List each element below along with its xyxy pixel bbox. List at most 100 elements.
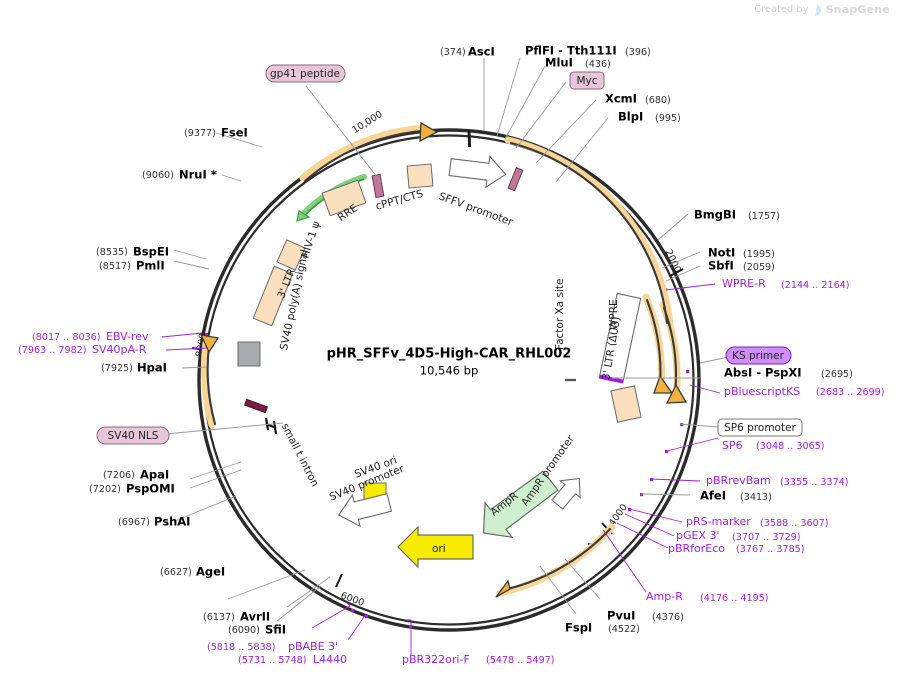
primer-label-pgex3[interactable]: pGEX 3' (3707 .. 3729)	[676, 529, 801, 543]
enzyme-pos-agei: (6627)	[160, 567, 192, 578]
enzyme-pos-mlui: (436)	[585, 59, 611, 70]
enzyme-label-agei[interactable]: (6627) AgeI	[160, 565, 225, 579]
primer-range-pbrforeco: (3767 .. 3785)	[736, 544, 805, 555]
primer-name-pgex3: pGEX 3'	[676, 529, 720, 542]
primer-name-pbrforeco: pBRforEco	[668, 542, 725, 555]
boxed-label-gp41-peptide[interactable]: gp41 peptide	[265, 64, 346, 83]
enzyme-label-fsei[interactable]: (9377) FseI	[184, 126, 248, 140]
enzyme-pos-pmli: (8517)	[99, 261, 131, 272]
enzyme-label-pmli[interactable]: (8517) PmlI	[99, 259, 165, 273]
enzyme-name-afei: AfeI	[700, 489, 726, 503]
enzyme-name-pvui-text: PvuI	[607, 609, 635, 623]
enzyme-name-avrii: AvrII	[240, 610, 270, 624]
enzyme-name-apai: ApaI	[140, 468, 169, 482]
primer-label-l4440[interactable]: (5731 .. 5748) L4440	[238, 653, 347, 666]
primer-range-amp-r: (4176 .. 4195)	[700, 593, 769, 604]
enzyme-label-asci[interactable]: (374) AscI	[440, 45, 495, 59]
enzyme-pos-nrui: (9060)	[142, 170, 174, 181]
primer-range-wpre-r: (2144 .. 2164)	[781, 280, 850, 291]
enzyme-name-noti: NotI	[708, 246, 735, 260]
primer-range-pgex3: (3707 .. 3729)	[732, 532, 801, 543]
enzyme-pos-pspomi: (7202)	[89, 484, 121, 495]
enzyme-label-sfii[interactable]: (6090) SfiI	[228, 623, 286, 637]
enzyme-pos-hpai: (7925)	[101, 363, 133, 374]
enzyme-name-asci: AscI	[468, 45, 495, 59]
enzyme-label-pflfi-tth111i[interactable]: PflFI - Tth111I (396)	[525, 44, 651, 59]
primer-label-prs-marker[interactable]: pRS-marker (3588 .. 3607)	[686, 515, 829, 529]
primer-name-sp6: SP6	[722, 439, 743, 452]
enzyme-label-apai[interactable]: (7206) ApaI	[103, 468, 169, 482]
primer-range-pbluescriptks: (2683 .. 2699)	[816, 387, 885, 398]
snapgene-leaf-icon	[814, 3, 821, 16]
tick-label-10000: 10,000	[350, 109, 384, 136]
enzyme-name-pshai: PshAI	[154, 515, 190, 529]
enzyme-label-bspei[interactable]: (8535) BspEI	[96, 245, 169, 259]
enzyme-name-xcmi: XcmI	[605, 92, 637, 106]
enzyme-pos-sfii: (6090)	[228, 625, 260, 636]
tick-label-2000: 2000	[663, 248, 683, 275]
boxed-label-text-sp6-promoter: SP6 promoter	[724, 422, 796, 434]
feature-label-small-t-intron: small t intron	[279, 421, 321, 488]
enzyme-label-afei[interactable]: AfeI (3413)	[700, 489, 772, 504]
enzyme-name-agei: AgeI	[196, 565, 225, 579]
enzyme-label-xcmi[interactable]: XcmI (680)	[605, 92, 671, 107]
enzyme-pos-fsei: (9377)	[184, 128, 216, 139]
primer-label-pbrforeco[interactable]: pBRforEco (3767 .. 3785)	[668, 542, 805, 555]
feature-label-sffv-promoter: SFFV promoter	[437, 190, 515, 228]
boxed-label-sp6-promoter[interactable]: SP6 promoter	[717, 418, 803, 437]
boxed-label-text-gp41: gp41 peptide	[270, 68, 340, 80]
enzyme-label-noti[interactable]: NotI (1995)	[708, 246, 775, 261]
watermark-brand: SnapGene	[825, 3, 890, 16]
boxed-label-ks-primer[interactable]: KS primer	[725, 346, 792, 365]
leader-lines	[154, 57, 749, 655]
enzyme-pos-blpi: (995)	[655, 113, 681, 124]
primer-range-pbrrevbam: (3355 .. 3374)	[780, 477, 849, 488]
primer-label-amp-r[interactable]: Amp-R (4176 .. 4195)	[646, 590, 769, 604]
enzyme-pos-pvui: (4376)	[652, 612, 684, 623]
primer-name-pbrrevbam: pBRrevBam	[706, 474, 771, 487]
enzyme-label-sbfi[interactable]: SbfI (2059)	[708, 259, 775, 274]
primer-label-pbrrevbam[interactable]: pBRrevBam (3355 .. 3374)	[706, 474, 849, 488]
primer-label-wpre-r[interactable]: WPRE-R (2144 .. 2164)	[722, 277, 850, 291]
primer-label-sv40pa-r[interactable]: (7963 .. 7982) SV40pA-R	[18, 343, 147, 356]
primer-label-pbabe3[interactable]: (5818 .. 5838) pBABE 3'	[207, 640, 338, 653]
boxed-label-myc[interactable]: Myc	[569, 71, 605, 90]
enzyme-name-bmgbi: BmgBI	[694, 208, 736, 222]
enzyme-label-pvui-pair[interactable]: PvuI (4376)	[607, 609, 684, 624]
snapgene-watermark: Created by SnapGene	[754, 3, 890, 16]
boxed-label-text-sv40-nls: SV40 NLS	[108, 430, 159, 442]
enzyme-pos-afei: (3413)	[740, 492, 772, 503]
boxed-label-sv40-nls[interactable]: SV40 NLS	[96, 426, 170, 445]
primer-label-pbr322ori-f[interactable]: pBR322ori-F (5478 .. 5497)	[402, 653, 555, 666]
enzyme-label-nrui[interactable]: (9060) NruI *	[142, 168, 217, 182]
enzyme-name-blpi: BlpI	[618, 110, 643, 124]
boxed-label-text-myc: Myc	[576, 75, 597, 87]
enzyme-label-bmgbi[interactable]: BmgBI (1757)	[694, 208, 780, 223]
enzyme-label-mlui[interactable]: MluI (436)	[545, 56, 611, 71]
enzyme-pos-fspi: (4522)	[608, 624, 640, 635]
enzyme-label-fspi[interactable]: FspI (4522)	[565, 621, 640, 636]
enzyme-pos-pflfi: (396)	[625, 47, 651, 58]
primer-range-ebv-rev: (8017 .. 8036)	[32, 332, 101, 343]
enzyme-name-absi: AbsI - PspXI	[724, 366, 802, 380]
enzyme-label-pspomi[interactable]: (7202) PspOMI	[89, 482, 175, 496]
primer-label-pbluescriptks[interactable]: pBluescriptKS (2683 .. 2699)	[724, 385, 885, 398]
enzyme-name-pspomi: PspOMI	[126, 482, 175, 496]
enzyme-pos-bmgbi: (1757)	[748, 211, 780, 222]
primer-range-sp6: (3048 .. 3065)	[756, 441, 825, 452]
enzyme-label-pshai[interactable]: (6967) PshAI	[118, 515, 190, 529]
enzyme-pos-asci: (374)	[440, 47, 466, 58]
enzyme-pos-absi: (2695)	[821, 369, 853, 380]
enzyme-label-blpi[interactable]: BlpI (995)	[618, 110, 681, 125]
enzyme-name-fsei: FseI	[221, 126, 248, 140]
primer-name-wpre-r: WPRE-R	[722, 277, 766, 290]
enzyme-label-avrii[interactable]: (6137) AvrII	[203, 610, 270, 624]
primer-label-sp6[interactable]: SP6 (3048 .. 3065)	[722, 439, 825, 452]
watermark-prefix: Created by	[754, 4, 809, 15]
enzyme-label-hpai[interactable]: (7925) HpaI	[101, 361, 167, 375]
primer-range-pbabe3: (5818 .. 5838)	[207, 642, 276, 653]
primer-label-ebv-rev[interactable]: (8017 .. 8036) EBV-rev	[32, 330, 149, 343]
primer-name-pbr322ori-f: pBR322ori-F	[402, 653, 470, 666]
enzyme-label-absi-pspxi[interactable]: AbsI - PspXI (2695)	[724, 366, 853, 381]
